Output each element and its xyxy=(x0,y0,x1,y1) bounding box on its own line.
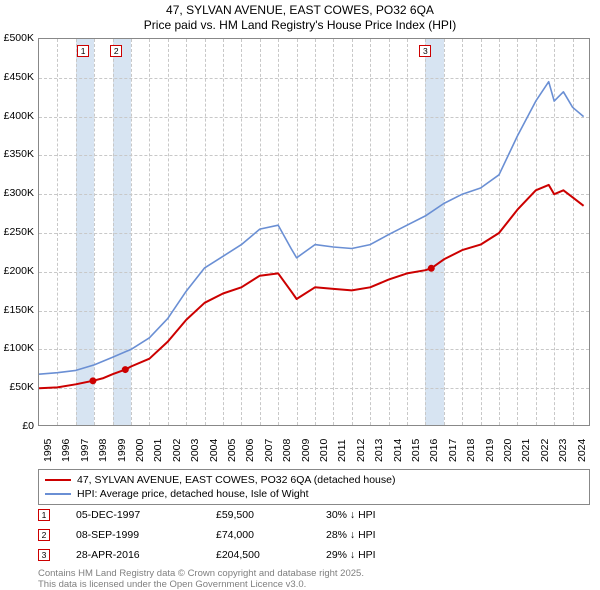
legend-swatch-property xyxy=(45,479,71,481)
y-axis-label: £200K xyxy=(0,265,34,277)
legend-row-hpi: HPI: Average price, detached house, Isle… xyxy=(45,487,583,501)
sale-badge-3: 3 xyxy=(38,549,50,561)
x-axis-label: 2010 xyxy=(318,439,330,462)
y-axis-label: £350K xyxy=(0,148,34,160)
legend-box: 47, SYLVAN AVENUE, EAST COWES, PO32 6QA … xyxy=(38,469,590,505)
x-axis-label: 2018 xyxy=(465,439,477,462)
y-axis-label: £450K xyxy=(0,71,34,83)
x-axis-label: 2024 xyxy=(576,439,588,462)
x-axis-label: 2000 xyxy=(134,439,146,462)
x-axis-label: 2009 xyxy=(300,439,312,462)
legend-row-property: 47, SYLVAN AVENUE, EAST COWES, PO32 6QA … xyxy=(45,473,583,487)
y-axis-label: £400K xyxy=(0,110,34,122)
x-axis-label: 2003 xyxy=(189,439,201,462)
chart-title-line2: Price paid vs. HM Land Registry's House … xyxy=(0,18,600,32)
x-axis-label: 2021 xyxy=(520,439,532,462)
chart-marker-box: 3 xyxy=(419,45,431,57)
chart-container: 47, SYLVAN AVENUE, EAST COWES, PO32 6QA … xyxy=(0,0,600,590)
y-axis-label: £250K xyxy=(0,226,34,238)
sale-price-3: £204,500 xyxy=(216,549,326,561)
sale-diff-1: 30% ↓ HPI xyxy=(326,509,590,521)
footer-attribution: Contains HM Land Registry data © Crown c… xyxy=(38,568,364,590)
x-axis-label: 2004 xyxy=(208,439,220,462)
legend-label-property: 47, SYLVAN AVENUE, EAST COWES, PO32 6QA … xyxy=(77,473,395,487)
x-axis-label: 2011 xyxy=(336,439,348,462)
x-axis-label: 1995 xyxy=(42,439,54,462)
x-axis-label: 2016 xyxy=(428,439,440,462)
x-axis-label: 1999 xyxy=(116,439,128,462)
footer-line2: This data is licensed under the Open Gov… xyxy=(38,579,364,590)
x-axis-label: 2023 xyxy=(557,439,569,462)
y-axis-label: £150K xyxy=(0,304,34,316)
x-axis-label: 2008 xyxy=(281,439,293,462)
x-axis-label: 2020 xyxy=(502,439,514,462)
y-axis-label: £500K xyxy=(0,32,34,44)
sale-date-2: 08-SEP-1999 xyxy=(76,529,216,541)
sale-badge-1: 1 xyxy=(38,509,50,521)
legend-swatch-hpi xyxy=(45,493,71,495)
sale-price-1: £59,500 xyxy=(216,509,326,521)
sale-date-3: 28-APR-2016 xyxy=(76,549,216,561)
y-axis-label: £100K xyxy=(0,342,34,354)
sale-row-1: 1 05-DEC-1997 £59,500 30% ↓ HPI xyxy=(38,509,590,521)
x-axis-label: 2005 xyxy=(226,439,238,462)
x-axis-label: 2019 xyxy=(484,439,496,462)
sale-diff-2: 28% ↓ HPI xyxy=(326,529,590,541)
x-axis-label: 2014 xyxy=(392,439,404,462)
sale-marker-dot xyxy=(89,377,96,384)
plot-area: 1 2 3 xyxy=(38,38,590,426)
y-axis-label: £0 xyxy=(0,420,34,432)
x-axis-label: 2001 xyxy=(152,439,164,462)
x-axis-label: 2007 xyxy=(263,439,275,462)
x-axis-label: 2006 xyxy=(244,439,256,462)
sale-row-3: 3 28-APR-2016 £204,500 29% ↓ HPI xyxy=(38,549,590,561)
x-axis-label: 2022 xyxy=(539,439,551,462)
x-axis-label: 2012 xyxy=(355,439,367,462)
chart-title-line1: 47, SYLVAN AVENUE, EAST COWES, PO32 6QA xyxy=(0,3,600,17)
x-axis-label: 2002 xyxy=(171,439,183,462)
sale-date-1: 05-DEC-1997 xyxy=(76,509,216,521)
sale-marker-dot xyxy=(122,366,129,373)
y-axis-label: £300K xyxy=(0,187,34,199)
sale-row-2: 2 08-SEP-1999 £74,000 28% ↓ HPI xyxy=(38,529,590,541)
sale-badge-2: 2 xyxy=(38,529,50,541)
legend-label-hpi: HPI: Average price, detached house, Isle… xyxy=(77,487,309,501)
x-axis-label: 1997 xyxy=(79,439,91,462)
x-axis-label: 1996 xyxy=(60,439,72,462)
chart-marker-box: 2 xyxy=(110,45,122,57)
x-axis-label: 2013 xyxy=(373,439,385,462)
footer-line1: Contains HM Land Registry data © Crown c… xyxy=(38,568,364,579)
series-line xyxy=(39,185,584,388)
sale-price-2: £74,000 xyxy=(216,529,326,541)
chart-marker-box: 1 xyxy=(77,45,89,57)
x-axis-label: 2017 xyxy=(447,439,459,462)
x-axis-label: 2015 xyxy=(410,439,422,462)
chart-lines-svg xyxy=(39,39,589,425)
sale-marker-dot xyxy=(428,265,435,272)
sale-diff-3: 29% ↓ HPI xyxy=(326,549,590,561)
y-axis-label: £50K xyxy=(0,381,34,393)
x-axis-label: 1998 xyxy=(97,439,109,462)
